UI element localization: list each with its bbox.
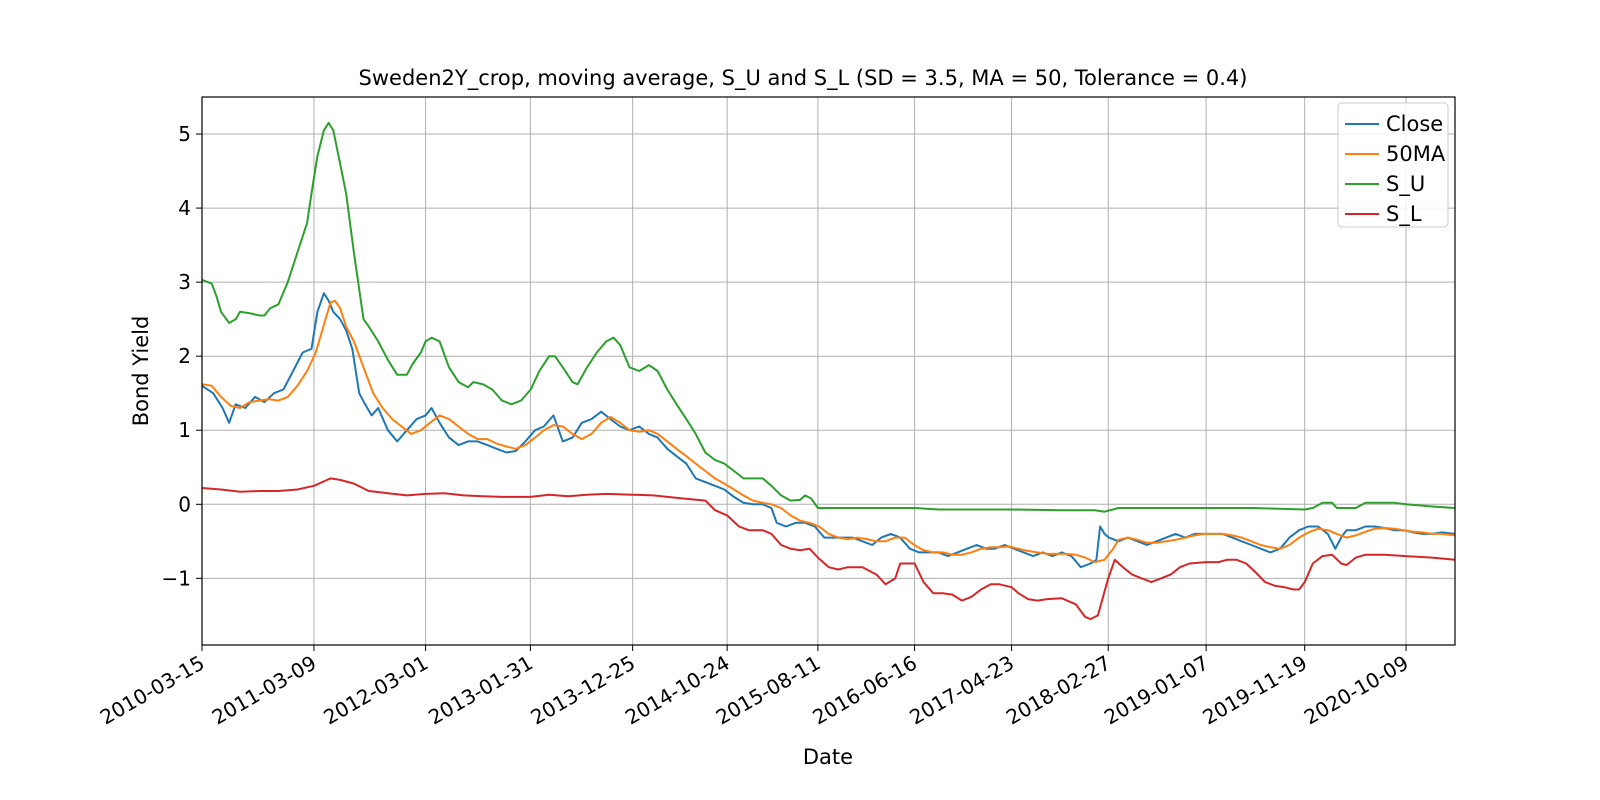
y-axis: 5 4 3 2 1 0 −1 — [162, 122, 202, 590]
chart-title: Sweden2Y_crop, moving average, S_U and S… — [359, 66, 1248, 91]
x-tick-label: 2020-10-09 — [1300, 651, 1413, 730]
x-tick-label: 2017-04-23 — [905, 651, 1018, 730]
x-tick-label: 2019-01-07 — [1100, 651, 1213, 730]
series-line-50ma — [202, 299, 1455, 564]
x-tick-label: 2012-03-01 — [319, 651, 432, 730]
y-tick-label: 1 — [178, 418, 191, 442]
x-tick-label: 2010-03-15 — [96, 651, 209, 730]
x-tick-label: 2018-02-27 — [1002, 651, 1115, 730]
y-tick-label: 4 — [178, 196, 191, 220]
y-tick-label: 3 — [178, 270, 191, 294]
plot-frame — [201, 96, 1456, 646]
x-tick-label: 2013-12-25 — [526, 651, 639, 730]
y-tick-label: 2 — [178, 344, 191, 368]
y-tick-label: 0 — [178, 492, 191, 516]
x-tick-label: 2016-06-16 — [808, 651, 921, 730]
series-line-s-u — [202, 121, 1455, 513]
legend: Close 50MA S_U S_L — [1337, 102, 1449, 228]
grid — [201, 97, 1455, 645]
y-tick-label: −1 — [162, 566, 191, 590]
legend-label: Close — [1386, 112, 1443, 136]
x-tick-label: 2013-01-31 — [424, 651, 537, 730]
x-tick-label: 2019-11-19 — [1199, 651, 1312, 730]
plot-area — [202, 121, 1455, 621]
legend-label: S_L — [1386, 202, 1422, 227]
x-axis: 2010-03-15 2011-03-092012-03-012013-01-31… — [96, 645, 1413, 729]
y-tick-label: 5 — [178, 122, 191, 146]
x-axis-label: Date — [803, 745, 853, 769]
x-tick-label: 2015-08-11 — [712, 651, 825, 730]
series-line-close — [202, 292, 1455, 569]
series-line-s-l — [202, 477, 1455, 621]
y-axis-label: Bond Yield — [129, 316, 153, 427]
legend-label: S_U — [1386, 172, 1425, 197]
legend-box — [1337, 102, 1449, 228]
legend-label: 50MA — [1386, 142, 1446, 166]
x-tick-label: 2011-03-09 — [208, 651, 321, 730]
